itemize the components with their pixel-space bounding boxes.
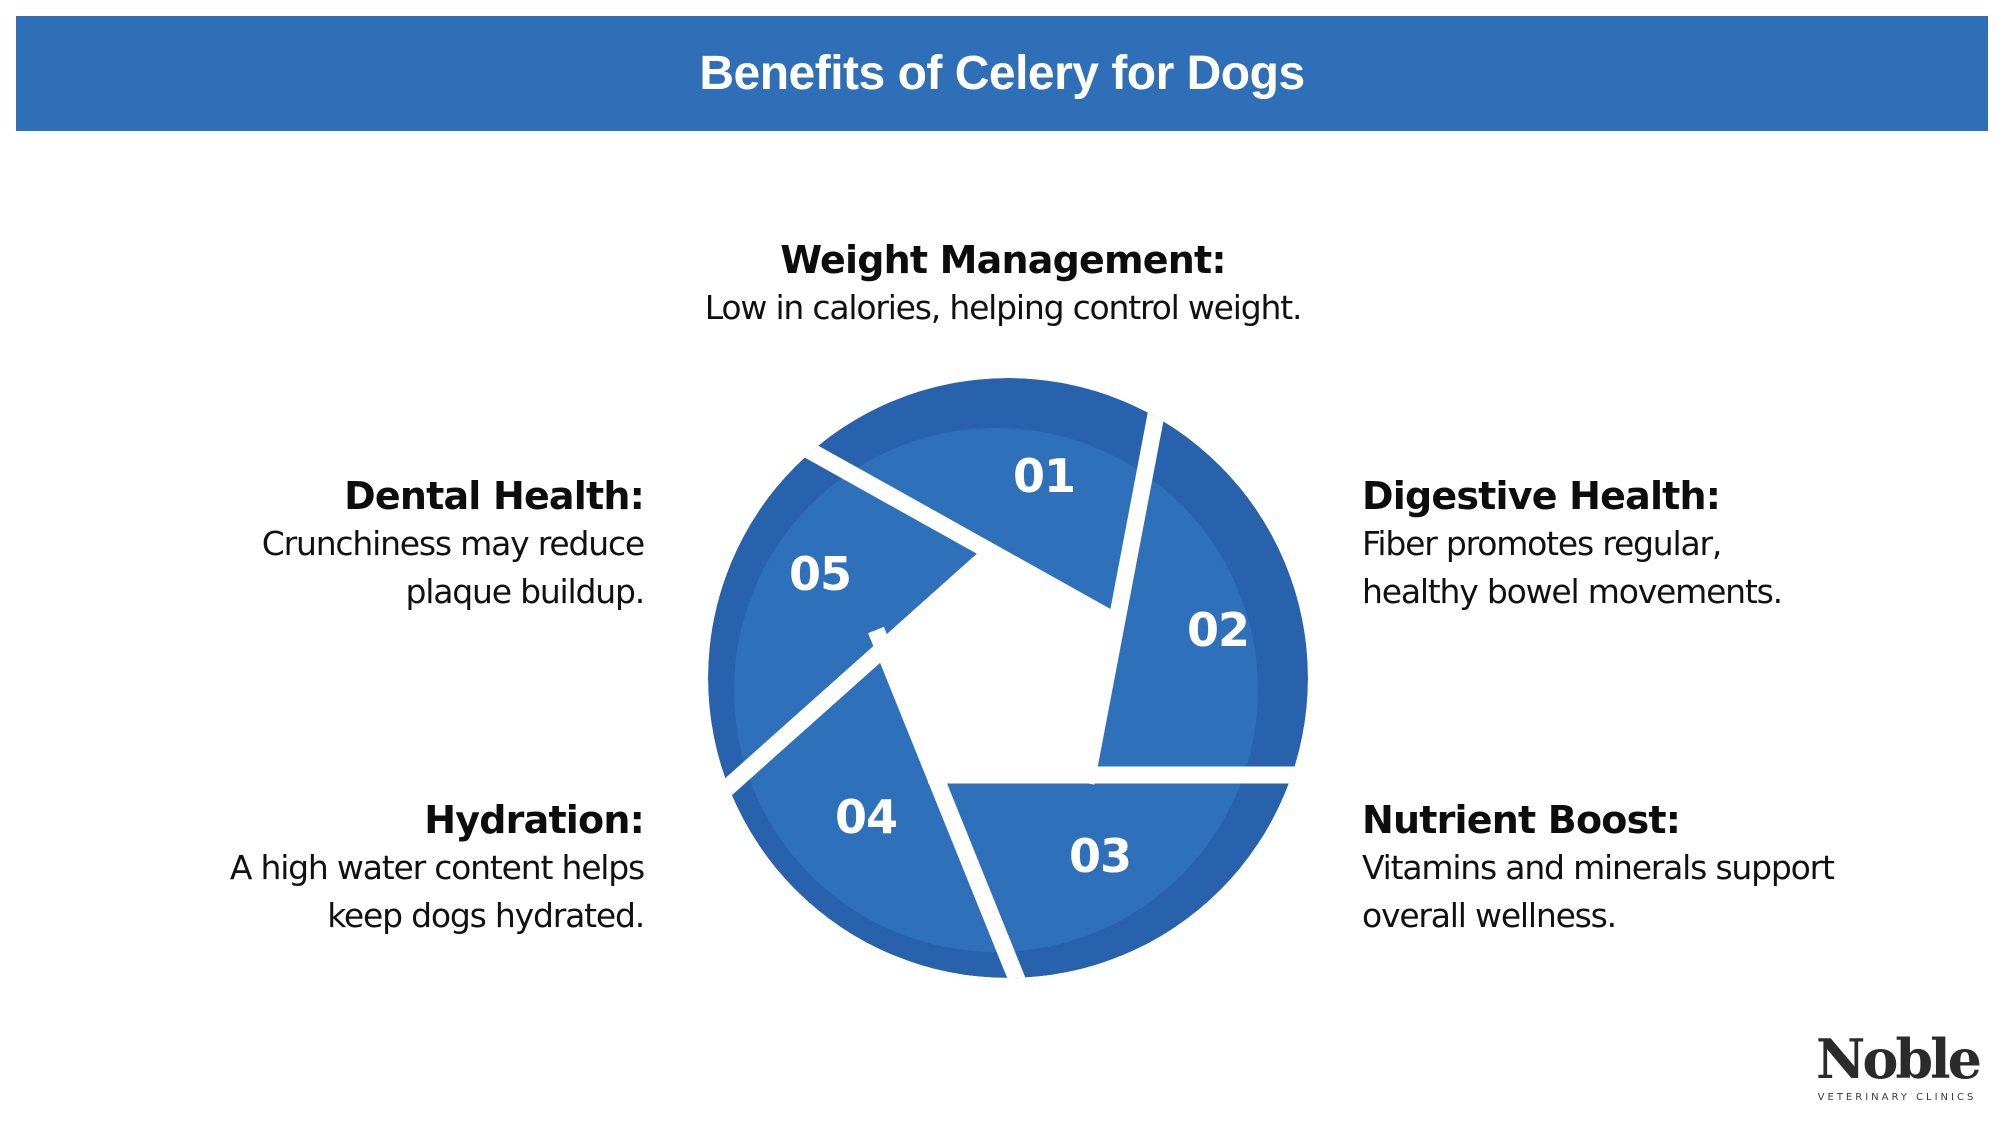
logo-wordmark: Noble xyxy=(1816,1027,1982,1091)
shutter-inner-disk xyxy=(734,428,1258,952)
gap-03-04 xyxy=(868,626,1030,978)
benefit-description-line-1: A high water content helps xyxy=(229,848,645,887)
benefit-title: Hydration: xyxy=(424,798,645,842)
benefit-nutrient-boost: Nutrient Boost: Vitamins and minerals su… xyxy=(1362,796,1922,940)
logo-tagline: VETERINARY CLINICS xyxy=(1817,1092,1977,1103)
blade-number-02: 02 xyxy=(1186,603,1250,657)
gap-01-02 xyxy=(1077,378,1175,785)
benefit-description: Low in calories, helping control weight. xyxy=(704,288,1303,327)
page-title: Benefits of Celery for Dogs xyxy=(699,47,1305,100)
shutter-outer-ring xyxy=(708,378,1308,978)
benefit-description-line-1: Vitamins and minerals support xyxy=(1362,848,1835,887)
benefit-description-line-2: overall wellness. xyxy=(1362,896,1617,935)
benefit-description-line-2: keep dogs hydrated. xyxy=(327,896,645,935)
benefit-title: Weight Management: xyxy=(780,238,1226,282)
benefit-description-line-1: Crunchiness may reduce xyxy=(261,524,645,563)
blade-number-05: 05 xyxy=(788,547,852,601)
benefit-description-line-2: healthy bowel movements. xyxy=(1362,572,1783,611)
benefit-dental-health: Dental Health: Crunchiness may reduce pl… xyxy=(84,472,646,616)
benefit-weight-management: Weight Management: Low in calories, help… xyxy=(503,236,1503,332)
benefit-description-line-1: Fiber promotes regular, xyxy=(1362,524,1722,563)
benefit-digestive-health: Digestive Health: Fiber promotes regular… xyxy=(1362,472,1922,616)
benefit-hydration: Hydration: A high water content helps ke… xyxy=(84,796,645,940)
benefit-title: Digestive Health: xyxy=(1362,474,1721,518)
benefit-title: Nutrient Boost: xyxy=(1362,798,1681,842)
blade-number-04: 04 xyxy=(834,790,898,844)
header-banner: Benefits of Celery for Dogs xyxy=(16,16,1988,131)
shutter-aperture xyxy=(882,550,1117,775)
blade-number-01: 01 xyxy=(1012,449,1076,503)
benefit-description-line-2: plaque buildup. xyxy=(405,572,646,611)
benefit-title: Dental Health: xyxy=(344,474,645,518)
brand-logo: Noble VETERINARY CLINICS xyxy=(1816,1027,1982,1103)
blade-number-03: 03 xyxy=(1068,829,1132,883)
